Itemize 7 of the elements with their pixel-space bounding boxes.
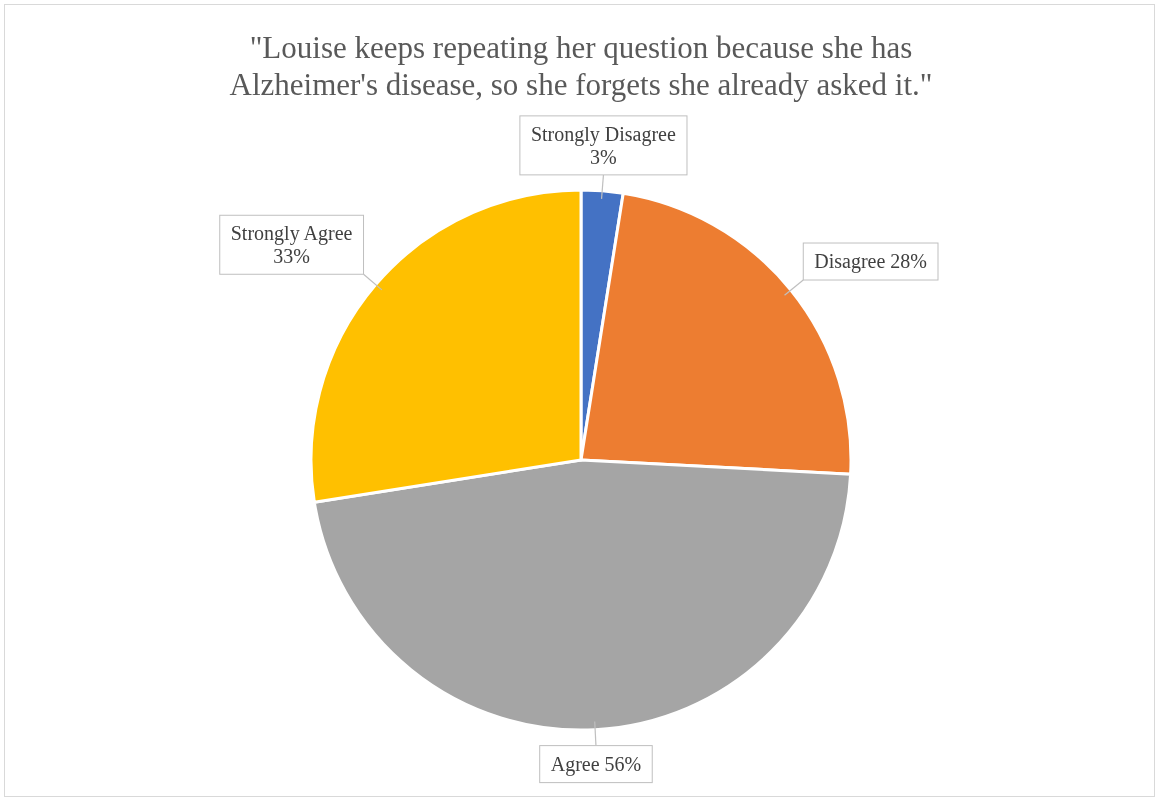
chart-title: "Louise keeps repeating her question because she has Alzheimer's disease, so she forgets she already asked it." bbox=[229, 30, 933, 102]
slice-label: Disagree 28% bbox=[814, 250, 927, 274]
slice-label: Strongly Disagree bbox=[530, 122, 676, 146]
slice-label: Strongly Agree bbox=[230, 222, 353, 246]
slice-label: Agree 56% bbox=[550, 752, 642, 776]
data-label: 3% bbox=[590, 145, 617, 168]
data-label: 33% bbox=[273, 245, 310, 268]
